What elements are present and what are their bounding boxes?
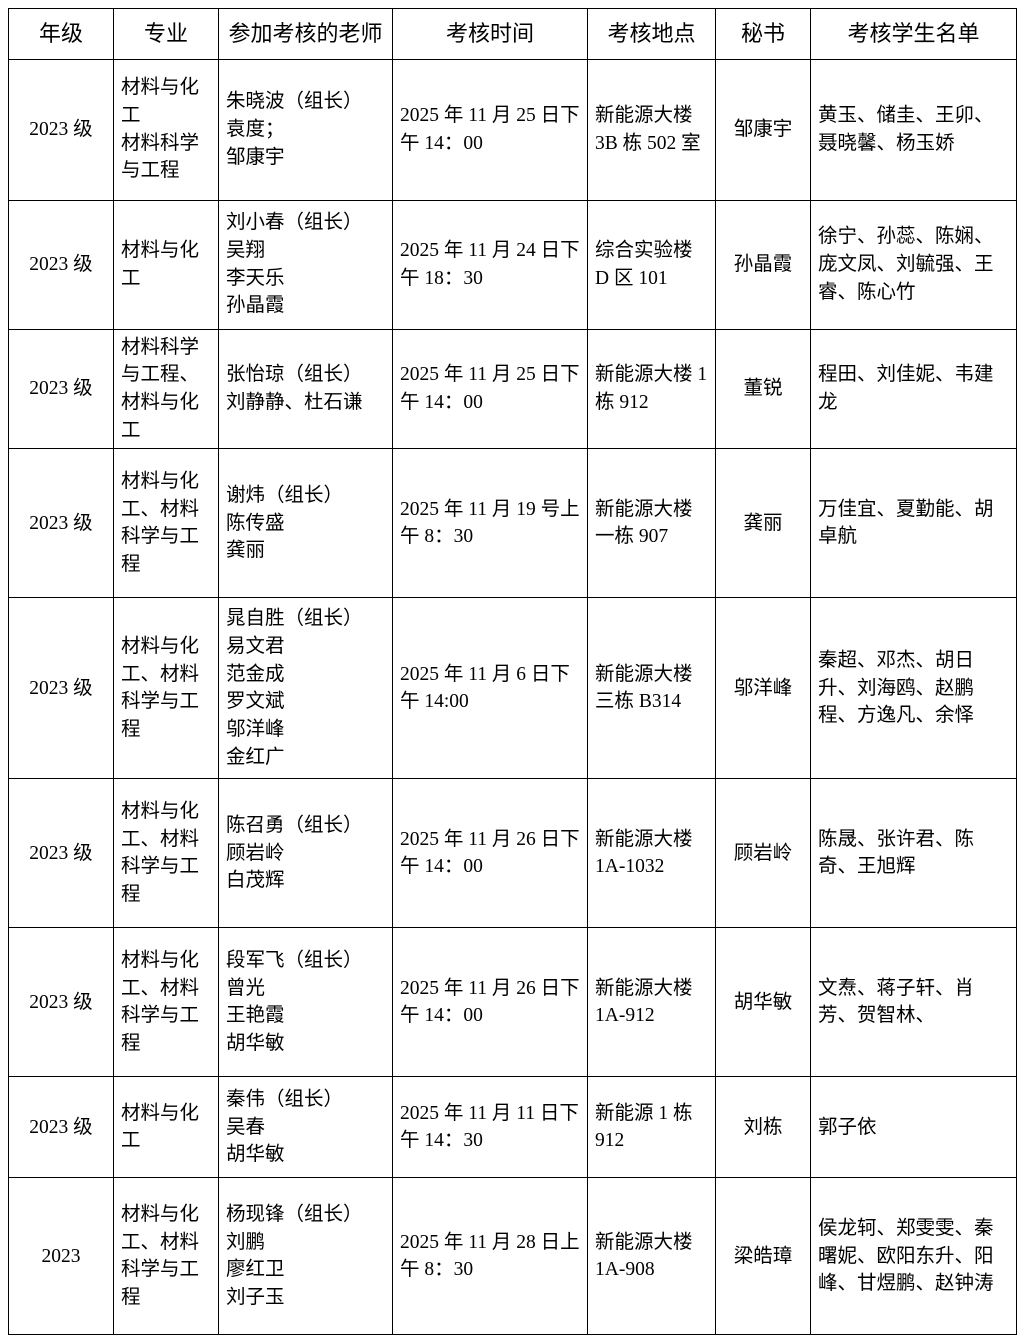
table-row: 2023 级 材料与化工、材料科学与工程 段军飞（组长） 曾光 王艳霞 胡华敏 …	[8, 927, 1017, 1078]
cell-time: 2025 年 11 月 26 日下午 14：00	[392, 927, 588, 1078]
cell-time: 2025 年 11 月 25 日下午 14：00	[392, 328, 588, 450]
cell-place: 新能源大楼 1 栋 912	[587, 328, 716, 450]
cell-time: 2025 年 11 月 6 日下午 14:00	[392, 597, 588, 780]
cell-grade: 2023 级	[8, 448, 114, 599]
cell-major: 材料与化工	[113, 1076, 219, 1179]
cell-time: 2025 年 11 月 26 日下午 14：00	[392, 778, 588, 929]
table-row: 2023 级 材料与化工 材料科学与工程 朱晓波（组长） 袁度； 邹康宇 202…	[8, 58, 1017, 201]
cell-major: 材料与化工、材料科学与工程	[113, 1177, 219, 1335]
cell-students: 文焘、蒋子轩、肖芳、贺智林、	[810, 927, 1017, 1078]
column-header-time: 考核时间	[392, 8, 588, 60]
table-row: 2023 级 材料科学与工程、材料与化工 张怡琼（组长） 刘静静、杜石谦 202…	[8, 328, 1017, 450]
cell-students: 秦超、邓杰、胡日升、刘海鸥、赵鹏程、方逸凡、余怿	[810, 597, 1017, 780]
cell-teachers: 谢炜（组长） 陈传盛 龚丽	[218, 448, 393, 599]
column-header-teachers: 参加考核的老师	[218, 8, 393, 60]
table-row: 2023 级 材料与化工 秦伟（组长） 吴春 胡华敏 2025 年 11 月 1…	[8, 1076, 1017, 1179]
cell-major: 材料与化工 材料科学与工程	[113, 58, 219, 201]
cell-secretary: 孙晶霞	[715, 199, 811, 330]
table-row: 2023 级 材料与化工、材料科学与工程 晁自胜（组长） 易文君 范金成 罗文斌…	[8, 597, 1017, 780]
cell-place: 新能源大楼 1A-912	[587, 927, 716, 1078]
column-header-grade: 年级	[8, 8, 114, 60]
column-header-place: 考核地点	[587, 8, 716, 60]
cell-time: 2025 年 11 月 24 日下午 18：30	[392, 199, 588, 330]
cell-students: 陈晟、张许君、陈奇、王旭辉	[810, 778, 1017, 929]
cell-teachers: 杨现锋（组长） 刘鹏 廖红卫 刘子玉	[218, 1177, 393, 1335]
cell-secretary: 邹康宇	[715, 58, 811, 201]
cell-students: 黄玉、储圭、王卯、聂晓馨、杨玉娇	[810, 58, 1017, 201]
cell-place: 新能源大楼 3B 栋 502 室	[587, 58, 716, 201]
table-header-row: 年级 专业 参加考核的老师 考核时间 考核地点 秘书 考核学生名单	[8, 8, 1017, 60]
cell-place: 新能源大楼一栋 907	[587, 448, 716, 599]
cell-grade: 2023 级	[8, 1076, 114, 1179]
cell-grade: 2023 级	[8, 927, 114, 1078]
cell-major: 材料与化工、材料科学与工程	[113, 778, 219, 929]
cell-major: 材料与化工	[113, 199, 219, 330]
cell-students: 程田、刘佳妮、韦建龙	[810, 328, 1017, 450]
cell-grade: 2023 级	[8, 58, 114, 201]
cell-teachers: 朱晓波（组长） 袁度； 邹康宇	[218, 58, 393, 201]
cell-students: 侯龙轲、郑雯雯、秦曙妮、欧阳东升、阳峰、甘煜鹏、赵钟涛	[810, 1177, 1017, 1335]
cell-students: 郭子依	[810, 1076, 1017, 1179]
column-header-secretary: 秘书	[715, 8, 811, 60]
table-row: 2023 级 材料与化工 刘小春（组长） 吴翔 李天乐 孙晶霞 2025 年 1…	[8, 199, 1017, 330]
cell-students: 徐宁、孙蕊、陈娴、庞文凤、刘毓强、王睿、陈心竹	[810, 199, 1017, 330]
cell-secretary: 梁皓璋	[715, 1177, 811, 1335]
cell-grade: 2023 级	[8, 778, 114, 929]
column-header-students: 考核学生名单	[810, 8, 1017, 60]
cell-major: 材料与化工、材料科学与工程	[113, 448, 219, 599]
table-row: 2023 级 材料与化工、材料科学与工程 谢炜（组长） 陈传盛 龚丽 2025 …	[8, 448, 1017, 599]
table-header: 年级 专业 参加考核的老师 考核时间 考核地点 秘书 考核学生名单	[8, 8, 1017, 60]
cell-secretary: 邬洋峰	[715, 597, 811, 780]
cell-secretary: 刘栋	[715, 1076, 811, 1179]
cell-time: 2025 年 11 月 28 日上午 8：30	[392, 1177, 588, 1335]
cell-teachers: 张怡琼（组长） 刘静静、杜石谦	[218, 328, 393, 450]
cell-time: 2025 年 11 月 19 号上午 8：30	[392, 448, 588, 599]
cell-time: 2025 年 11 月 25 日下午 14：00	[392, 58, 588, 201]
cell-secretary: 龚丽	[715, 448, 811, 599]
cell-place: 新能源 1 栋 912	[587, 1076, 716, 1179]
cell-place: 综合实验楼 D 区 101	[587, 199, 716, 330]
cell-teachers: 段军飞（组长） 曾光 王艳霞 胡华敏	[218, 927, 393, 1078]
table-row: 2023 材料与化工、材料科学与工程 杨现锋（组长） 刘鹏 廖红卫 刘子玉 20…	[8, 1177, 1017, 1335]
cell-secretary: 胡华敏	[715, 927, 811, 1078]
cell-grade: 2023 级	[8, 597, 114, 780]
table-row: 2023 级 材料与化工、材料科学与工程 陈召勇（组长） 顾岩岭 白茂辉 202…	[8, 778, 1017, 929]
cell-place: 新能源大楼 1A-908	[587, 1177, 716, 1335]
cell-students: 万佳宜、夏勤能、胡卓航	[810, 448, 1017, 599]
column-header-major: 专业	[113, 8, 219, 60]
document-page: 年级 专业 参加考核的老师 考核时间 考核地点 秘书 考核学生名单 2023 级…	[8, 8, 1017, 1335]
cell-grade: 2023 级	[8, 328, 114, 450]
cell-secretary: 顾岩岭	[715, 778, 811, 929]
cell-secretary: 董锐	[715, 328, 811, 450]
cell-teachers: 刘小春（组长） 吴翔 李天乐 孙晶霞	[218, 199, 393, 330]
cell-major: 材料与化工、材料科学与工程	[113, 927, 219, 1078]
cell-major: 材料与化工、材料科学与工程	[113, 597, 219, 780]
cell-teachers: 陈召勇（组长） 顾岩岭 白茂辉	[218, 778, 393, 929]
exam-schedule-table: 年级 专业 参加考核的老师 考核时间 考核地点 秘书 考核学生名单 2023 级…	[8, 8, 1017, 1335]
cell-place: 新能源大楼三栋 B314	[587, 597, 716, 780]
cell-grade: 2023	[8, 1177, 114, 1335]
cell-place: 新能源大楼 1A-1032	[587, 778, 716, 929]
cell-major: 材料科学与工程、材料与化工	[113, 328, 219, 450]
cell-teachers: 晁自胜（组长） 易文君 范金成 罗文斌 邬洋峰 金红广	[218, 597, 393, 780]
cell-grade: 2023 级	[8, 199, 114, 330]
table-body: 2023 级 材料与化工 材料科学与工程 朱晓波（组长） 袁度； 邹康宇 202…	[8, 58, 1017, 1335]
cell-time: 2025 年 11 月 11 日下午 14：30	[392, 1076, 588, 1179]
cell-teachers: 秦伟（组长） 吴春 胡华敏	[218, 1076, 393, 1179]
